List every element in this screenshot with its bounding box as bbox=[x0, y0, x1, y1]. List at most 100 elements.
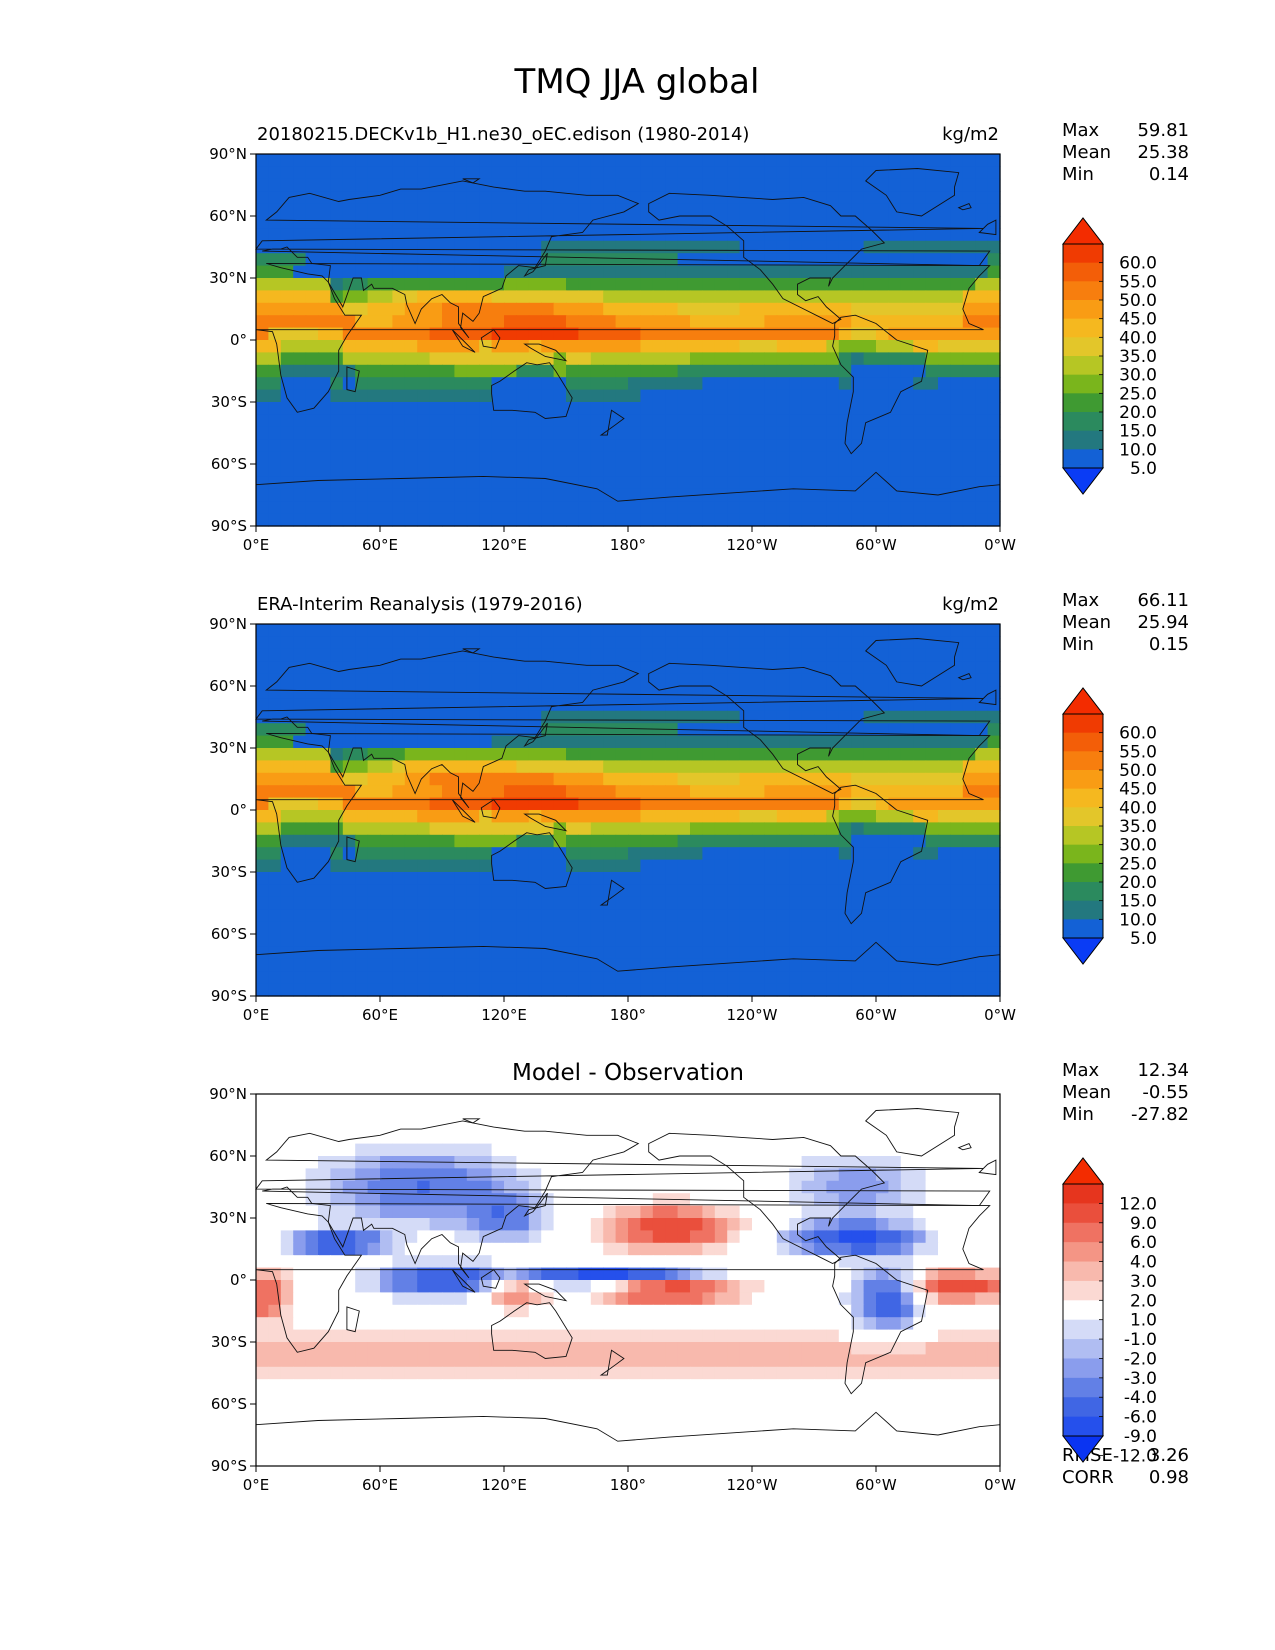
heatmap-cell bbox=[479, 1131, 493, 1145]
heatmap-cell bbox=[417, 154, 431, 167]
heatmap-cell bbox=[962, 451, 976, 465]
heatmap-cell bbox=[814, 265, 827, 279]
heatmap-cell bbox=[764, 698, 778, 712]
colorbar-band bbox=[1063, 300, 1103, 320]
heatmap-cell bbox=[789, 859, 803, 873]
heatmap-cell bbox=[615, 476, 629, 490]
heatmap-cell bbox=[553, 402, 567, 415]
heatmap-cell bbox=[380, 1156, 393, 1169]
heatmap-cell bbox=[417, 265, 431, 279]
heatmap-cell bbox=[801, 946, 815, 960]
heatmap-cell bbox=[256, 216, 269, 229]
heatmap-cell bbox=[652, 352, 666, 366]
heatmap-cell bbox=[975, 340, 989, 353]
heatmap-cell bbox=[702, 216, 716, 229]
heatmap-cell bbox=[652, 1329, 666, 1343]
heatmap-cell bbox=[752, 1218, 765, 1231]
heatmap-cell bbox=[628, 958, 641, 972]
heatmap-cell bbox=[764, 834, 778, 848]
heatmap-cell bbox=[888, 1242, 902, 1256]
heatmap-cell bbox=[429, 872, 443, 885]
heatmap-cell bbox=[888, 439, 902, 453]
heatmap-cell bbox=[987, 698, 1001, 712]
heatmap-cell bbox=[466, 377, 480, 391]
coastline bbox=[491, 832, 573, 889]
heatmap-cell bbox=[293, 934, 307, 947]
heatmap-cell bbox=[814, 723, 827, 737]
heatmap-cell bbox=[380, 1230, 393, 1244]
heatmap-cell bbox=[553, 909, 567, 923]
heatmap-cell bbox=[305, 971, 319, 985]
coastlines bbox=[255, 168, 1001, 527]
heatmap-cell bbox=[876, 464, 889, 477]
heatmap-cell bbox=[479, 464, 493, 477]
heatmap-cell bbox=[268, 315, 282, 329]
heatmap-cell bbox=[454, 178, 468, 192]
heatmap-cell bbox=[900, 290, 914, 304]
heatmap-cell bbox=[702, 847, 716, 861]
heatmap-cell bbox=[603, 1255, 617, 1269]
heatmap-cell bbox=[330, 1205, 344, 1219]
heatmap-cell bbox=[789, 772, 803, 786]
heatmap-cell bbox=[690, 513, 703, 527]
heatmap-cell bbox=[293, 402, 307, 415]
heatmap-cell bbox=[590, 723, 604, 737]
heatmap-cell bbox=[330, 971, 344, 985]
heatmap-cell bbox=[826, 439, 840, 453]
heatmap-cell bbox=[404, 154, 418, 167]
heatmap-cell bbox=[752, 686, 765, 699]
heatmap-cell bbox=[578, 1304, 592, 1318]
heatmap-cell bbox=[826, 476, 840, 490]
heatmap-cell bbox=[987, 1205, 1001, 1219]
heatmap-cell bbox=[652, 847, 666, 861]
heatmap-cell bbox=[615, 661, 629, 675]
heatmap-cell bbox=[888, 921, 902, 935]
heatmap-cell bbox=[801, 859, 815, 873]
heatmap-cell bbox=[578, 748, 592, 761]
heatmap-cell bbox=[962, 1094, 976, 1107]
heatmap-cell bbox=[330, 686, 344, 699]
heatmap-cell bbox=[900, 983, 914, 997]
heatmap-cell bbox=[578, 451, 592, 465]
heatmap-cell bbox=[417, 1242, 431, 1256]
heatmap-cell bbox=[628, 166, 641, 180]
heatmap-cell bbox=[727, 1280, 741, 1293]
heatmap-cell bbox=[367, 785, 381, 799]
heatmap-cell bbox=[417, 1255, 431, 1269]
heatmap-cell bbox=[876, 414, 889, 428]
heatmap-cell bbox=[256, 834, 269, 848]
panel-2: ERA-Interim Reanalysis (1979-2016) kg/m20… bbox=[209, 590, 1189, 1024]
heatmap-cell bbox=[888, 1304, 902, 1318]
heatmap-cell bbox=[789, 946, 803, 960]
colorbar-tick-label: 45.0 bbox=[1119, 310, 1157, 330]
heatmap-cell bbox=[950, 946, 964, 960]
heatmap-cell bbox=[702, 513, 716, 527]
heatmap-cell bbox=[987, 834, 1001, 848]
heatmap-cell bbox=[739, 302, 753, 316]
heatmap-cell bbox=[566, 698, 579, 712]
heatmap-cell bbox=[392, 1143, 406, 1157]
heatmap-cell bbox=[665, 884, 679, 898]
heatmap-cell bbox=[541, 884, 555, 898]
heatmap-cell bbox=[764, 1118, 778, 1132]
heatmap-cell bbox=[826, 364, 840, 378]
heatmap-cell bbox=[256, 228, 269, 242]
heatmap-cell bbox=[913, 909, 927, 923]
heatmap-cell bbox=[739, 772, 753, 786]
heatmap-cell bbox=[987, 748, 1001, 761]
heatmap-cell bbox=[876, 921, 889, 935]
heatmap-cell bbox=[925, 624, 939, 637]
heatmap-cell bbox=[690, 859, 703, 873]
heatmap-cell bbox=[466, 389, 480, 403]
heatmap-cell bbox=[665, 748, 679, 761]
heatmap-cell bbox=[838, 513, 852, 527]
heatmap-cell bbox=[417, 624, 431, 637]
colorbar-tick-label: 40.0 bbox=[1119, 798, 1157, 818]
heatmap-cell bbox=[690, 1280, 703, 1293]
heatmap-cell bbox=[690, 451, 703, 465]
heatmap-cell bbox=[330, 426, 344, 440]
heatmap-cell bbox=[330, 1131, 344, 1145]
heatmap-cell bbox=[566, 983, 579, 997]
heatmap-cell bbox=[504, 203, 517, 217]
heatmap-cell bbox=[962, 1255, 976, 1269]
